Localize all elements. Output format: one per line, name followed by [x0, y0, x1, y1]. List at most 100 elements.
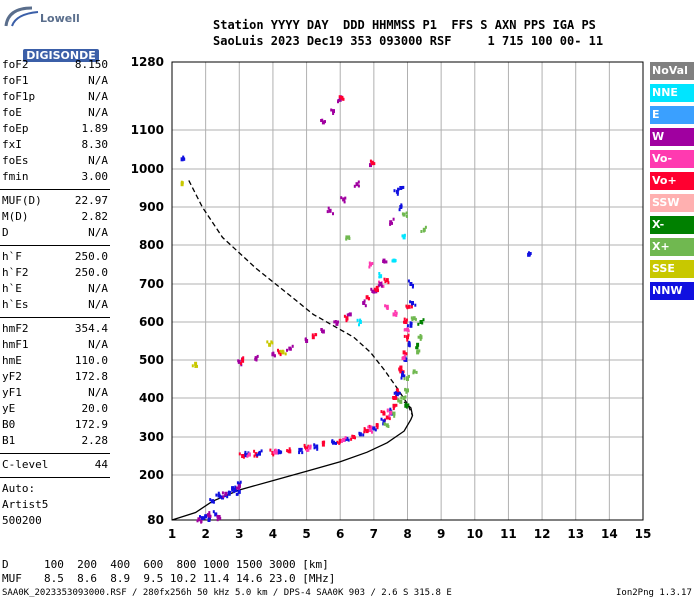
- echo-point: [358, 431, 361, 435]
- echo-point: [410, 316, 413, 320]
- echo-point: [258, 450, 261, 454]
- echo-point: [345, 436, 349, 441]
- y-tick-label: 1000: [131, 162, 164, 176]
- echo-point: [383, 277, 386, 281]
- echo-point: [288, 447, 291, 451]
- echo-point: [332, 109, 335, 113]
- echo-point: [330, 108, 333, 112]
- echo-point: [196, 364, 198, 368]
- echo-point: [399, 399, 403, 404]
- echo-point: [395, 396, 398, 400]
- echo-point: [397, 188, 400, 192]
- param-value: N/A: [88, 298, 108, 311]
- echo-point: [221, 496, 223, 500]
- echo-point: [407, 403, 410, 407]
- echo-point: [269, 448, 272, 452]
- echo-point: [416, 346, 419, 350]
- echo-point: [338, 97, 342, 102]
- echo-point: [284, 352, 287, 356]
- echo-point: [338, 441, 341, 445]
- echo-point: [345, 237, 348, 241]
- echo-point: [298, 451, 301, 455]
- echo-point: [362, 433, 365, 437]
- y-tick-label: 500: [139, 353, 164, 367]
- echo-point: [528, 253, 531, 257]
- x-tick-label: 12: [534, 527, 551, 541]
- echo-point: [355, 182, 359, 187]
- y-tick-label: 400: [139, 391, 164, 405]
- param-value: 172.9: [74, 418, 108, 431]
- echo-point: [415, 370, 418, 374]
- param-key: h`E: [2, 282, 22, 295]
- param-row-fof2: foF2 8.150: [2, 58, 108, 72]
- echo-point: [405, 352, 408, 356]
- echo-point: [401, 212, 404, 216]
- echo-point: [244, 453, 248, 458]
- echo-point: [362, 301, 365, 305]
- param-row-foe: foE N/A: [2, 106, 108, 120]
- param-row-h-es: h`Es N/A: [2, 298, 108, 312]
- echo-point: [320, 328, 323, 331]
- echo-point: [405, 405, 408, 409]
- echo-point: [398, 368, 401, 372]
- echo-point: [395, 313, 398, 317]
- param-value: 250.0: [74, 266, 108, 279]
- echo-point: [351, 434, 354, 438]
- param-row-hmf2: hmF2 354.4: [2, 322, 108, 336]
- y-tick-label: 200: [139, 468, 164, 482]
- echo-point: [212, 500, 215, 504]
- param-separator: [0, 453, 110, 454]
- echo-point: [237, 359, 240, 363]
- echo-point: [209, 514, 212, 518]
- echo-point: [412, 371, 415, 375]
- echo-point: [386, 306, 389, 310]
- echo-point: [353, 184, 356, 188]
- auto-line: Auto:: [2, 482, 36, 495]
- echo-point: [324, 120, 326, 124]
- echo-point: [403, 350, 406, 354]
- echo-point: [288, 449, 292, 454]
- echo-point: [417, 322, 420, 326]
- echo-point: [368, 261, 371, 265]
- chart-grid: [171, 61, 644, 521]
- echo-point: [248, 453, 251, 457]
- echo-point: [363, 430, 366, 434]
- echo-point: [396, 192, 399, 196]
- echo-point: [372, 289, 376, 294]
- echo-point: [402, 396, 405, 400]
- param-row-yf1: yF1 N/A: [2, 386, 108, 400]
- y-tick-label: 800: [139, 238, 164, 252]
- echo-point: [357, 184, 360, 188]
- y-tick-label: 600: [139, 315, 164, 329]
- echo-point: [405, 376, 408, 380]
- x-tick-label: 1: [168, 527, 176, 541]
- x-tick-label: 14: [601, 527, 618, 541]
- muf-row: 8.5 8.6 8.9 9.5 10.2 11.4 14.6 23.0 [MHz…: [44, 572, 336, 585]
- echo-point: [241, 454, 245, 458]
- echo-point: [323, 440, 326, 444]
- param-key: foEs: [2, 154, 29, 167]
- param-separator: [0, 245, 110, 246]
- param-row-fmin: fmin 3.00: [2, 170, 108, 184]
- echo-point: [346, 313, 349, 317]
- footer-version: Ion2Png 1.3.17: [616, 588, 692, 598]
- echo-point: [340, 196, 343, 200]
- param-value: 8.30: [81, 138, 109, 151]
- echo-point: [289, 347, 292, 351]
- echo-point: [337, 320, 339, 324]
- param-value: N/A: [88, 106, 108, 119]
- echo-point: [313, 446, 316, 450]
- param-row-m-d-: M(D) 2.82: [2, 210, 108, 224]
- x-tick-label: 9: [437, 527, 445, 541]
- echo-point: [320, 119, 323, 122]
- echo-point: [260, 449, 263, 453]
- echo-point: [279, 353, 282, 357]
- echo-point: [402, 234, 405, 238]
- echo-point: [307, 444, 310, 448]
- param-key: C-level: [2, 458, 49, 471]
- x-tick-label: 8: [403, 527, 411, 541]
- param-key: foF1p: [2, 90, 36, 103]
- echo-point: [406, 335, 409, 340]
- echo-point: [343, 437, 346, 441]
- echo-point: [237, 359, 241, 364]
